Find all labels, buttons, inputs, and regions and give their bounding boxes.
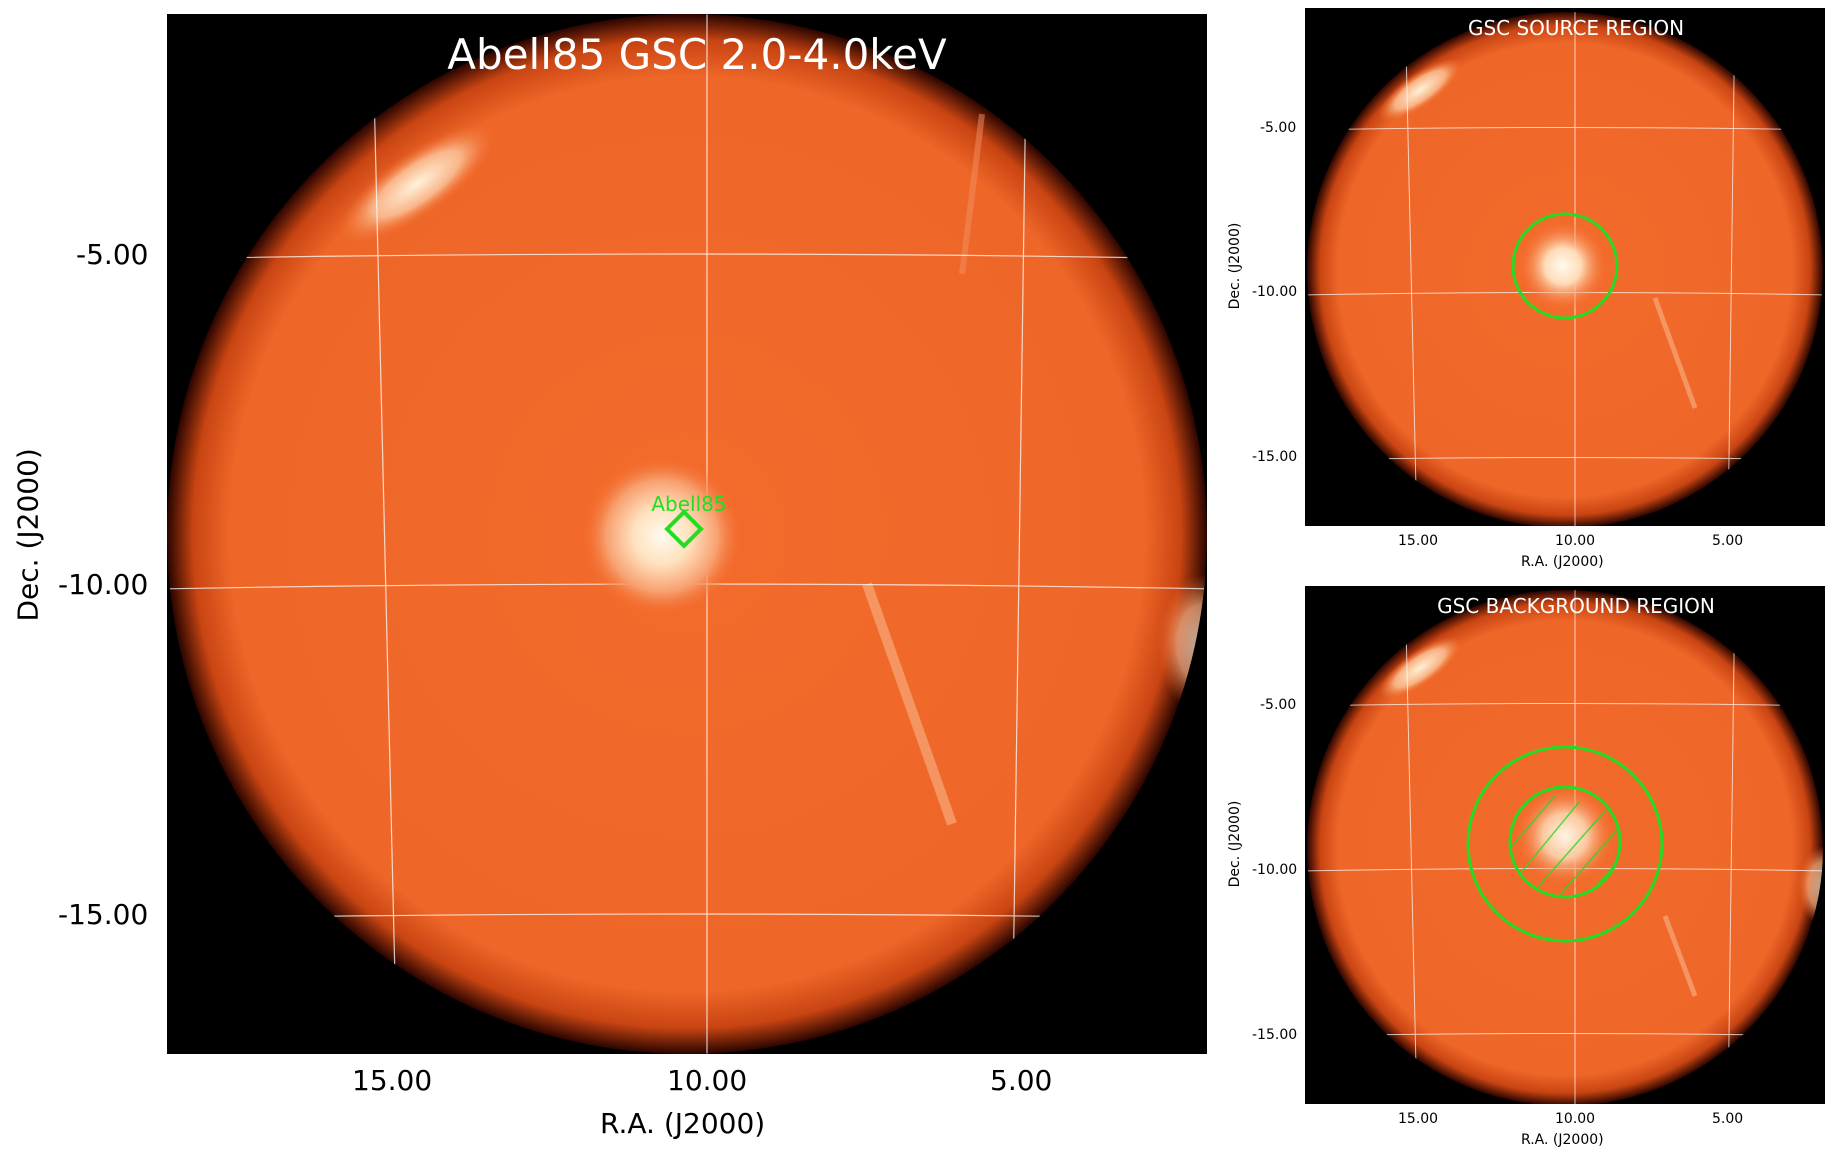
bg-ytick-10: -10.00: [1252, 862, 1298, 878]
main-xtick-15: 15.00: [352, 1064, 433, 1097]
main-ytick-5: -5.00: [76, 238, 149, 271]
src-xlabel: R.A. (J2000): [1521, 554, 1604, 570]
main-xtick-5: 5.00: [990, 1064, 1053, 1097]
source-region-image: [1307, 12, 1823, 526]
source-region-panel: GSC SOURCE REGION: [1305, 8, 1825, 526]
src-ytick-5: -5.00: [1260, 120, 1297, 136]
bg-ylabel: Dec. (J2000): [1227, 800, 1243, 888]
src-ytick-15: -15.00: [1252, 449, 1298, 465]
source-region-circle: [1511, 212, 1619, 320]
bg-ytick-5: -5.00: [1260, 697, 1297, 713]
main-ytick-15: -15.00: [58, 898, 149, 931]
src-ylabel: Dec. (J2000): [1227, 222, 1243, 310]
source-region-title: GSC SOURCE REGION: [1467, 16, 1685, 40]
background-outer-circle: [1466, 745, 1664, 943]
source-marker: [664, 509, 704, 549]
bg-ytick-15: -15.00: [1252, 1027, 1298, 1043]
main-ytick-10: -10.00: [58, 568, 149, 601]
bg-xtick-10: 10.00: [1555, 1111, 1596, 1127]
src-xtick-10: 10.00: [1555, 533, 1596, 549]
main-xtick-10: 10.00: [667, 1064, 748, 1097]
src-ytick-10: -10.00: [1252, 284, 1298, 300]
background-region-image: [1307, 590, 1823, 1104]
excluded-region-hatch: [1510, 795, 1620, 897]
main-ylabel: Dec. (J2000): [11, 448, 45, 622]
main-title: Abell85 GSC 2.0-4.0keV: [447, 30, 947, 79]
bg-xlabel: R.A. (J2000): [1521, 1132, 1604, 1148]
main-image-panel: Abell85 Abell85 GSC 2.0-4.0keV: [167, 14, 1207, 1054]
src-xtick-15: 15.00: [1398, 533, 1439, 549]
source-label: Abell85: [651, 492, 726, 516]
main-image: Abell85: [167, 14, 1207, 1054]
cluster-emission: [582, 456, 742, 616]
bg-xtick-15: 15.00: [1398, 1111, 1439, 1127]
main-xlabel: R.A. (J2000): [600, 1107, 766, 1140]
bg-xtick-5: 5.00: [1712, 1111, 1744, 1127]
background-region-title: GSC BACKGROUND REGION: [1437, 594, 1715, 618]
background-region-panel: GSC BACKGROUND REGION: [1305, 586, 1825, 1104]
streak: [862, 582, 957, 826]
background-inner-circle: [1508, 785, 1622, 899]
src-xtick-5: 5.00: [1712, 533, 1744, 549]
